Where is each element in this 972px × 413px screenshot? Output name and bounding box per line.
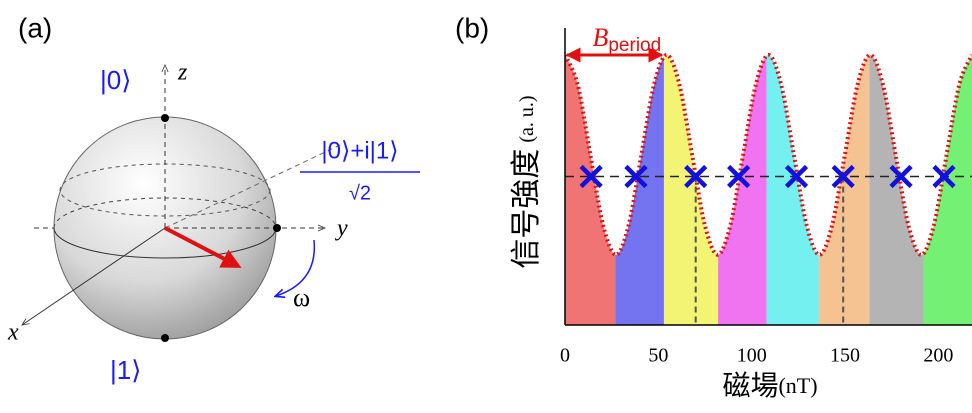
annotation: Bperiod xyxy=(592,23,661,56)
x-tick-label: 150 xyxy=(830,345,860,367)
equator-point xyxy=(273,224,281,232)
x-label-unit: (nT) xyxy=(778,373,817,398)
pole-top xyxy=(161,114,169,122)
panel-label: (a) xyxy=(18,12,52,43)
axis-label: x xyxy=(7,320,19,346)
sqrt-label: √2 xyxy=(349,182,371,204)
superposition-label: |0⟩+i|1⟩ xyxy=(321,137,398,164)
figure: (a) |0⟩ |1⟩ z y x ω |0⟩+i|1⟩ √2 (b) 0 50 10… xyxy=(0,0,972,408)
panel-label: (b) xyxy=(455,12,489,43)
x-tick-label: 0 xyxy=(560,345,570,367)
x-tick-label: 200 xyxy=(923,345,953,367)
bloch-sphere: (a) |0⟩ |1⟩ z y x ω |0⟩+i|1⟩ √2 xyxy=(7,12,420,384)
band xyxy=(718,28,767,325)
ket-label: |0⟩ xyxy=(100,65,131,95)
y-label-main: 信号強度 xyxy=(510,149,543,269)
omega-label: ω xyxy=(293,283,310,312)
x-tick-label: 50 xyxy=(648,345,668,367)
x-label-main: 磁場 xyxy=(722,370,778,401)
axis-label: y xyxy=(335,216,348,242)
y-axis-label: 信号強度 (a. u.) xyxy=(510,95,543,268)
annotation-sub: period xyxy=(608,35,661,56)
x-axis-label: 磁場(nT) xyxy=(722,370,817,401)
axis-label: z xyxy=(177,60,188,86)
ket-label: |1⟩ xyxy=(110,355,141,385)
annotation-main: B xyxy=(592,23,608,52)
pole-bottom xyxy=(161,334,169,342)
y-label-unit: (a. u.) xyxy=(516,95,538,142)
x-tick-label: 100 xyxy=(737,345,767,367)
